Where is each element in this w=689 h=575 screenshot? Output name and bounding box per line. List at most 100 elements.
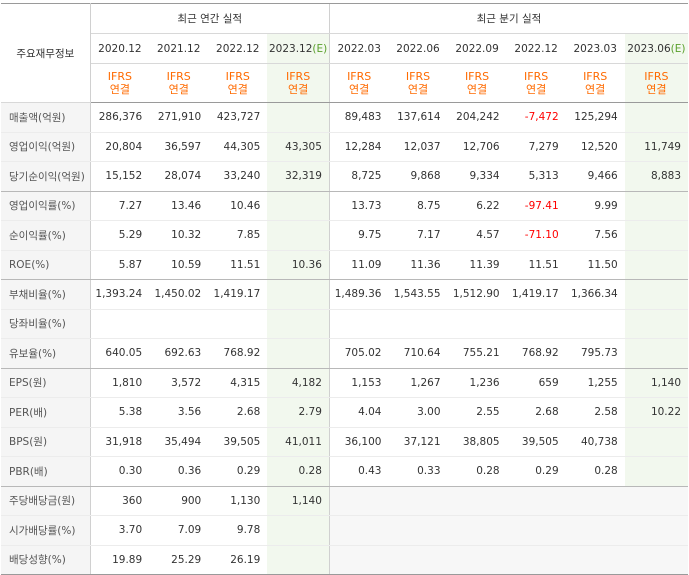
annual-cell: 1,393.24 xyxy=(90,279,150,310)
quarter-forecast-cell: 10.22 xyxy=(624,397,688,428)
accounting-standard-header: IFRS 연결 xyxy=(90,63,150,103)
quarter-cell xyxy=(388,486,448,516)
annual-cell: 25.29 xyxy=(149,545,209,575)
annual-cell: 33,240 xyxy=(208,161,268,192)
annual-cell: 1,450.02 xyxy=(149,279,209,310)
annual-cell: 10.46 xyxy=(208,191,268,221)
annual-forecast-cell xyxy=(267,338,330,369)
estimate-mark: (E) xyxy=(670,42,686,55)
estimate-mark: (E) xyxy=(312,42,328,55)
quarter-cell xyxy=(565,545,625,575)
quarter-cell: 768.92 xyxy=(506,338,566,369)
quarter-cell: 705.02 xyxy=(328,338,389,369)
quarter-forecast-cell: 1,140 xyxy=(624,368,688,398)
quarter-cell xyxy=(388,515,448,546)
quarter-cell: 1,543.55 xyxy=(388,279,448,310)
quarter-cell: 659 xyxy=(506,368,566,398)
annual-cell: 31,918 xyxy=(90,427,150,457)
table-row: 영업이익률(%) 7.27 13.46 10.46 13.73 8.75 6.22 -97.4… xyxy=(1,191,688,221)
quarter-cell xyxy=(328,309,389,339)
quarter-cell: 9,868 xyxy=(388,161,448,192)
quarter-forecast-cell: 11,749 xyxy=(624,132,688,162)
annual-cell: 11.51 xyxy=(208,250,268,280)
annual-cell: 5.87 xyxy=(90,250,150,280)
consolidated-label: 연결 xyxy=(109,83,131,96)
annual-forecast-cell: 10.36 xyxy=(267,250,330,280)
quarter-cell xyxy=(328,545,389,575)
quarter-cell: 137,614 xyxy=(388,102,448,133)
quarter-forecast-cell xyxy=(624,486,688,516)
row-label: PBR(배) xyxy=(1,456,91,487)
ifrs-label: IFRS xyxy=(405,70,431,83)
quarter-cell xyxy=(506,545,566,575)
accounting-standard-header: IFRS 연결 xyxy=(506,63,566,103)
table-row: 당기순이익(억원) 15,152 28,074 33,240 32,319 8,725 9,… xyxy=(1,161,688,192)
quarter-cell: 12,706 xyxy=(447,132,507,162)
row-label: 당좌비율(%) xyxy=(1,309,91,339)
table-row: 당좌비율(%) xyxy=(1,309,688,339)
quarter-forecast-cell xyxy=(624,427,688,457)
annual-forecast-cell: 1,140 xyxy=(267,486,330,516)
quarter-period-header: 2022.12 xyxy=(506,33,566,64)
quarter-cell: 13.73 xyxy=(328,191,389,221)
quarter-cell: 7.56 xyxy=(565,220,625,251)
quarter-cell: 11.09 xyxy=(328,250,389,280)
quarter-cell: 0.28 xyxy=(447,456,507,487)
table-row: 순이익률(%) 5.29 10.32 7.85 9.75 7.17 4.57 -71.10 7.… xyxy=(1,220,688,251)
quarter-cell: 3.00 xyxy=(388,397,448,428)
accounting-standard-header: IFRS 연결 xyxy=(328,63,389,103)
quarter-cell: 0.43 xyxy=(328,456,389,487)
quarter-cell xyxy=(388,545,448,575)
quarter-cell: 39,505 xyxy=(506,427,566,457)
annual-cell: 13.46 xyxy=(149,191,209,221)
quarter-cell: 1,489.36 xyxy=(328,279,389,310)
table-row: 주당배당금(원) 360 900 1,130 1,140 xyxy=(1,486,688,516)
row-label: EPS(원) xyxy=(1,368,91,398)
quarter-forecast-cell xyxy=(624,191,688,221)
quarter-cell: 9,334 xyxy=(447,161,507,192)
quarter-period-header: 2022.03 xyxy=(328,33,389,64)
table-row: PBR(배) 0.30 0.36 0.29 0.28 0.43 0.33 0.28 0.29 0.… xyxy=(1,456,688,487)
annual-forecast-cell: 32,319 xyxy=(267,161,330,192)
annual-cell: 286,376 xyxy=(90,102,150,133)
quarter-cell: -97.41 xyxy=(506,191,566,221)
consolidated-label: 연결 xyxy=(525,83,547,96)
annual-forecast-cell: 41,011 xyxy=(267,427,330,457)
quarter-forecast-cell xyxy=(624,515,688,546)
consolidated-label: 연결 xyxy=(349,83,370,96)
quarter-cell: 1,366.34 xyxy=(565,279,625,310)
quarter-forecast-cell xyxy=(624,279,688,310)
quarter-cell: 1,255 xyxy=(565,368,625,398)
annual-cell: 1,810 xyxy=(90,368,150,398)
annual-cell: 44,305 xyxy=(208,132,268,162)
quarter-forecast-cell xyxy=(624,102,688,133)
annual-forecast-period-header: 2023.12(E) xyxy=(267,33,330,64)
row-label: 당기순이익(억원) xyxy=(1,161,91,192)
row-label: 주당배당금(원) xyxy=(1,486,91,516)
quarter-period-header: 2022.09 xyxy=(447,33,507,64)
annual-cell: 9.78 xyxy=(208,515,268,546)
ifrs-label: IFRS xyxy=(166,70,191,83)
accounting-standard-header: IFRS 연결 xyxy=(388,63,448,103)
quarter-cell: -71.10 xyxy=(506,220,566,251)
table-row: 배당성향(%) 19.89 25.29 26.19 xyxy=(1,545,688,575)
quarter-cell: 12,284 xyxy=(328,132,389,162)
annual-forecast-cell xyxy=(267,279,330,310)
quarter-cell xyxy=(565,486,625,516)
row-label: 부채비율(%) xyxy=(1,279,91,310)
quarter-cell: 37,121 xyxy=(388,427,448,457)
row-label: 순이익률(%) xyxy=(1,220,91,251)
annual-forecast-cell xyxy=(267,220,330,251)
quarter-cell: 710.64 xyxy=(388,338,448,369)
annual-cell: 5.29 xyxy=(90,220,150,251)
quarter-cell: 11.50 xyxy=(565,250,625,280)
quarter-forecast-period-header: 2023.06(E) xyxy=(624,33,688,64)
annual-cell: 3,572 xyxy=(149,368,209,398)
annual-cell: 271,910 xyxy=(149,102,209,133)
annual-cell: 35,494 xyxy=(149,427,209,457)
quarter-cell: 8,725 xyxy=(328,161,389,192)
quarter-cell: 795.73 xyxy=(565,338,625,369)
annual-cell: 7.85 xyxy=(208,220,268,251)
annual-cell: 10.32 xyxy=(149,220,209,251)
quarter-cell: 5,313 xyxy=(506,161,566,192)
